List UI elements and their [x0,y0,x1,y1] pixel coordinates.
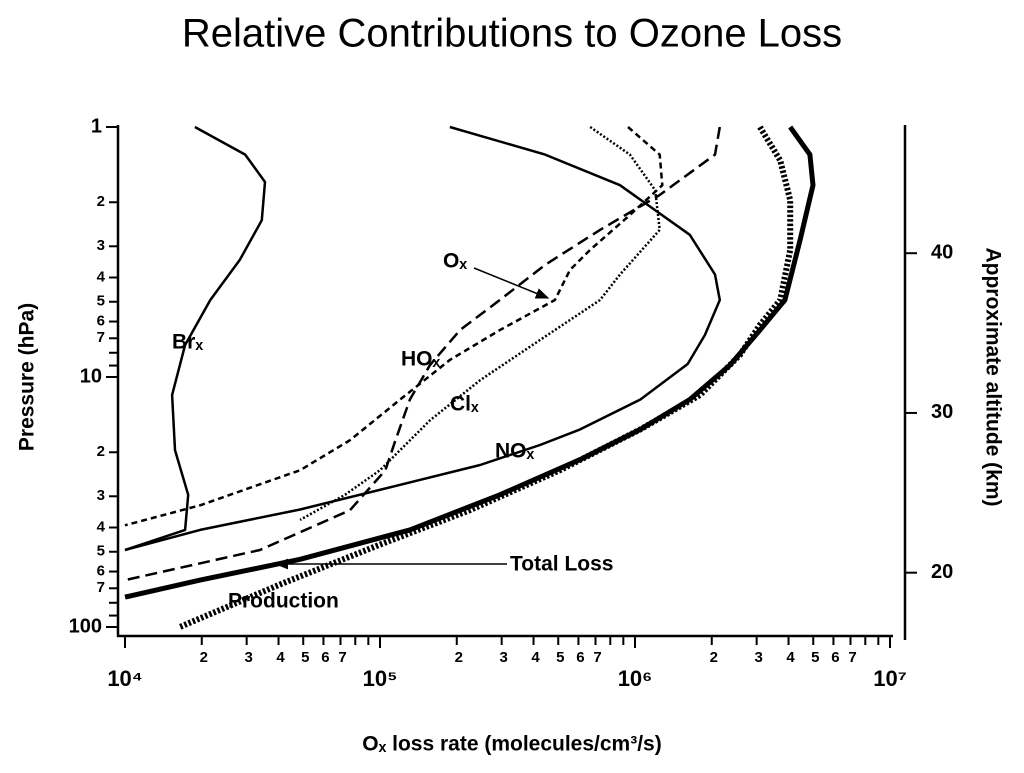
x-tick-label: 4 [786,649,795,666]
y2-tick-label: 30 [931,401,953,423]
series-line [124,125,267,552]
series-line [124,126,722,582]
y-tick-label: 6 [97,563,105,580]
x-tick-label: 10⁴ [107,666,142,691]
series-label: NOₓ [495,440,535,463]
series-line [124,125,816,600]
y-tick-label: 5 [97,543,105,560]
y2-axis-label: Approximate altitude (km) [981,247,1004,506]
y-tick-label: 10 [80,365,102,387]
x-tick-label: 5 [301,649,309,666]
y-tick-label: 4 [97,518,106,535]
x-tick-label: 7 [848,649,856,666]
x-tick-label: 3 [754,649,762,666]
y-tick-label: 2 [97,193,105,210]
x-tick-label: 10⁵ [363,666,398,691]
series-label: Production [228,590,339,613]
y-tick-label: 7 [97,579,105,596]
series-label: Clₓ [450,393,479,416]
x-tick-label: 4 [276,649,285,666]
series-label: Brₓ [172,331,203,354]
x-tick-label: 7 [593,649,601,666]
y-tick-label: 6 [97,313,105,330]
series-line [124,126,664,527]
series-line [124,125,722,552]
y-axis-label: Pressure (hPa) [16,303,39,451]
series-label: HOₓ [401,348,441,371]
x-tick-label: 6 [321,649,329,666]
x-tick-label: 10⁶ [618,666,653,691]
x-axis-label: Oₓ loss rate (molecules/cm³/s) [362,733,661,756]
series-line [299,125,661,521]
x-tick-label: 3 [499,649,507,666]
pointer-arrow [473,267,550,299]
x-tick-label: 2 [455,649,463,666]
chart-title: Relative Contributions to Ozone Loss [182,12,842,56]
x-tick-label: 2 [710,649,718,666]
y-tick-label: 100 [69,615,102,637]
y-tick-label: 4 [97,268,106,285]
series-label: Oₓ [443,250,467,273]
series-line [178,125,794,630]
y-tick-label: 3 [97,237,105,254]
x-tick-label: 10⁷ [873,666,907,691]
x-tick-label: 5 [811,649,819,666]
y-tick-label: 3 [97,487,105,504]
y2-tick-label: 20 [931,561,953,583]
x-tick-label: 2 [200,649,208,666]
y-tick-label: 5 [97,293,105,310]
y-tick-label: 2 [97,443,105,460]
y-tick-label: 7 [97,329,105,346]
y-tick-label: 1 [91,115,102,137]
y2-tick-label: 40 [931,241,953,263]
x-tick-label: 6 [576,649,584,666]
x-tick-label: 4 [531,649,540,666]
x-tick-label: 5 [556,649,564,666]
x-tick-label: 7 [338,649,346,666]
x-tick-label: 3 [244,649,252,666]
x-tick-label: 6 [831,649,839,666]
series-label: Total Loss [510,553,613,576]
